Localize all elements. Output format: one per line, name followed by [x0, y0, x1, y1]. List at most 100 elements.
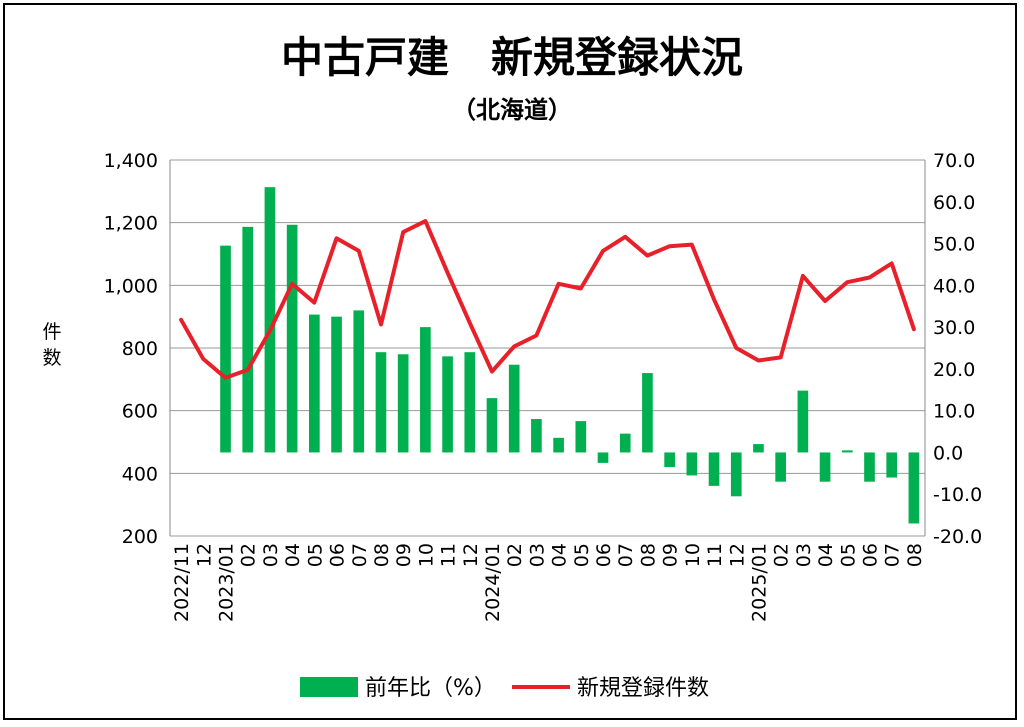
y-right-tick-label: 20.0	[933, 359, 975, 381]
bar	[686, 452, 698, 476]
bar	[464, 352, 476, 453]
y-left-tick-label: 800	[122, 338, 158, 360]
line-point	[890, 261, 894, 265]
bar	[864, 452, 875, 482]
line-point	[845, 280, 849, 284]
bar-series	[220, 187, 920, 524]
gridlines	[170, 159, 925, 537]
line-point	[912, 327, 916, 331]
bar	[775, 452, 786, 482]
bar	[886, 452, 898, 478]
line-series	[179, 219, 916, 380]
x-tick-label: 05	[304, 543, 326, 567]
line-point	[779, 355, 783, 359]
y-left-tick-label: 200	[122, 526, 158, 548]
legend-bar-swatch	[300, 677, 358, 697]
x-tick-label: 2025/01	[748, 543, 770, 622]
line-point	[179, 318, 183, 322]
axes: 200 400 600 800 1,000 1,200 1,400 -20.0 -10.0 0.0…	[42, 150, 982, 622]
y-right-tick-label: 0.0	[933, 442, 963, 464]
bar	[619, 433, 631, 453]
bar	[375, 352, 387, 453]
line-point	[623, 235, 627, 239]
bar	[242, 226, 254, 453]
bar	[708, 452, 720, 486]
line-point	[268, 329, 272, 333]
line-point	[823, 299, 827, 303]
y-right-tick-label: -10.0	[933, 484, 982, 506]
x-tick-label: 11	[438, 543, 460, 567]
x-tick-label: 07	[349, 543, 371, 567]
line-point	[468, 321, 472, 325]
bar	[353, 310, 365, 453]
y-axis-title: 件数	[42, 321, 61, 369]
x-tick-label: 09	[660, 543, 682, 567]
x-tick-label: 04	[549, 543, 571, 567]
x-tick-label: 10	[682, 543, 704, 567]
bar	[664, 452, 675, 468]
x-tick-label: 12	[193, 543, 215, 567]
line-point	[246, 368, 250, 372]
x-tick-label: 03	[260, 543, 282, 567]
x-tick-label: 04	[282, 543, 304, 567]
y-right-tick-label: 70.0	[933, 150, 975, 172]
bar	[575, 421, 587, 453]
y-right-tick-label: -20.0	[933, 526, 982, 548]
line-point	[423, 219, 427, 223]
bar	[309, 314, 320, 453]
y-left-tick-label: 400	[122, 463, 158, 485]
chart-subtitle: （北海道）	[452, 96, 572, 124]
x-tick-label: 03	[526, 543, 548, 567]
x-tick-label: 2024/01	[482, 543, 504, 622]
bar	[420, 327, 431, 453]
bar	[397, 354, 409, 453]
legend-bar-label: 前年比（%）	[365, 676, 496, 701]
bar	[553, 437, 564, 453]
line-point	[712, 297, 716, 301]
bar	[286, 224, 298, 453]
line-point	[312, 301, 316, 305]
line-point	[801, 274, 805, 278]
bar	[486, 398, 498, 453]
y-right-tick-label: 60.0	[933, 192, 975, 214]
x-tick-label: 11	[704, 543, 726, 567]
line-point	[201, 357, 205, 361]
x-tick-label: 08	[904, 543, 926, 567]
bar	[508, 364, 520, 453]
line-point	[379, 323, 383, 326]
y-right-tick-label: 50.0	[933, 234, 975, 256]
y-left-tick-label: 600	[122, 401, 158, 423]
bar	[908, 452, 920, 524]
line-point	[690, 243, 694, 247]
bar	[753, 444, 764, 453]
y-right-tick-label: 40.0	[933, 275, 975, 297]
y-left-tick-label: 1,400	[104, 150, 158, 172]
x-tick-label: 05	[837, 543, 859, 567]
x-tick-label: 08	[371, 543, 393, 567]
bar	[797, 390, 809, 453]
bar	[597, 452, 609, 463]
x-tick-label: 06	[327, 543, 349, 567]
line-point	[357, 249, 361, 253]
bar	[331, 316, 342, 453]
x-tick-label: 02	[504, 543, 526, 567]
x-tick-label: 02	[238, 543, 260, 567]
x-tick-label: 2023/01	[216, 543, 238, 622]
line-point	[645, 254, 649, 258]
bar	[531, 419, 542, 453]
line-point	[290, 282, 294, 286]
line-point	[867, 276, 871, 279]
line-point	[734, 346, 738, 350]
x-tick-label: 06	[859, 543, 881, 567]
x-tick-label: 06	[593, 543, 615, 567]
y-right-tick-label: 30.0	[933, 317, 975, 339]
line-point	[224, 376, 228, 380]
x-tick-label: 02	[771, 543, 793, 567]
x-tick-label: 07	[882, 543, 904, 567]
line-point	[601, 249, 605, 253]
y-right-tick-label: 10.0	[933, 401, 975, 423]
bar	[442, 356, 453, 453]
x-tick-label: 03	[793, 543, 815, 567]
line-path	[179, 219, 916, 380]
